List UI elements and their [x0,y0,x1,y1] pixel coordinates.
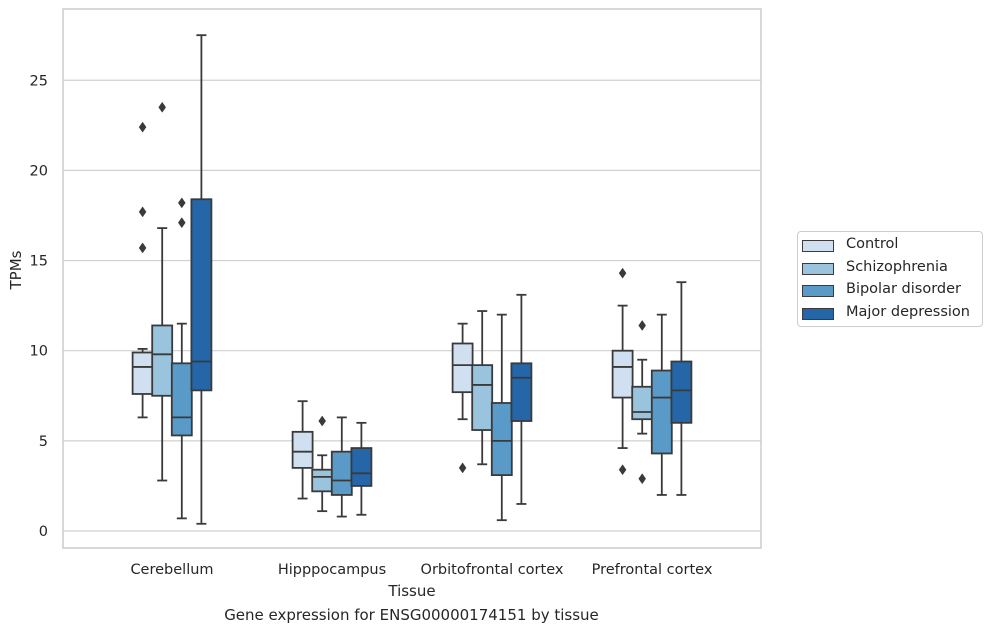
box-control [451,322,474,474]
box-major-depression [350,421,373,516]
y-tick-label: 0 [39,524,48,540]
box-iqr [631,385,654,421]
outlier-point [318,415,327,427]
y-tick-label: 20 [30,163,48,179]
boxes-layer [131,34,693,525]
y-tick-label: 10 [30,344,48,360]
x-tick-label: Prefrontal cortex [592,562,713,578]
box-iqr [451,342,474,394]
outlier-point [138,242,147,254]
y-tick-label: 15 [30,254,48,270]
legend-swatch [802,285,834,297]
box-iqr [291,430,314,469]
legend-label: Bipolar disorder [846,281,961,297]
outlier-point [618,267,627,279]
x-tick-label: Hipppocampus [278,562,386,578]
box-iqr [131,351,154,395]
y-tick-label: 5 [39,434,48,450]
x-tick-label: Orbitofrontal cortex [421,562,564,578]
outlier-point [177,197,186,209]
outlier-point [638,320,647,331]
legend-label: Major depression [846,303,970,320]
box-schizophrenia [471,310,494,466]
box-schizophrenia [311,415,334,513]
legend-swatch [802,262,834,275]
outlier-point [638,473,647,485]
box-iqr [350,447,373,487]
box-iqr [650,369,673,455]
box-bipolar-disorder [490,313,513,522]
box-major-depression [510,293,533,505]
legend-item-bipolar-disorder: Bipolar disorder [798,280,982,303]
box-iqr [670,360,693,424]
outlier-point [618,464,627,476]
box-iqr [611,349,634,399]
y-tick-labels: 0 5 10 15 20 25 [30,73,48,540]
grid-lines [63,79,761,532]
box-iqr [471,364,494,431]
x-tick-labels: Cerebellum Hipppocampus Orbitofrontal cort… [130,562,712,578]
outlier-point [158,101,167,113]
box-iqr [330,450,353,496]
plot-area-frame [62,8,762,549]
outlier-point [177,217,186,229]
box-schizophrenia [151,101,174,482]
legend: Control Schizophrenia Bipolar disorder M… [797,231,983,327]
legend-item-control: Control [798,235,982,258]
box-iqr [510,362,533,422]
legend-swatch [802,307,834,320]
chart-caption: Gene expression for ENSG00000174151 by t… [224,606,599,624]
box-iqr [151,324,174,397]
box-bipolar-disorder [650,313,673,496]
box-bipolar-disorder [170,197,193,520]
box-major-depression [670,281,693,496]
box-bipolar-disorder [330,416,353,518]
legend-label: Control [846,236,899,252]
y-axis-label: TPMs [7,250,25,290]
box-iqr [170,362,193,437]
legend-swatch [802,240,834,252]
box-control [131,121,154,419]
box-iqr [190,198,213,392]
x-tick-label: Cerebellum [130,562,213,578]
box-control [291,400,314,500]
legend-item-major-depression: Major depression [798,303,982,326]
outlier-point [138,121,147,133]
box-schizophrenia [631,320,654,485]
box-control [611,267,634,476]
y-tick-label: 25 [30,73,48,89]
outlier-point [458,462,467,474]
x-axis-label: Tissue [387,582,435,600]
legend-item-schizophrenia: Schizophrenia [798,258,982,281]
outlier-point [138,206,147,218]
box-iqr [490,402,513,477]
box-major-depression [190,34,213,525]
box-iqr [311,468,334,493]
legend-label: Schizophrenia [846,258,948,275]
